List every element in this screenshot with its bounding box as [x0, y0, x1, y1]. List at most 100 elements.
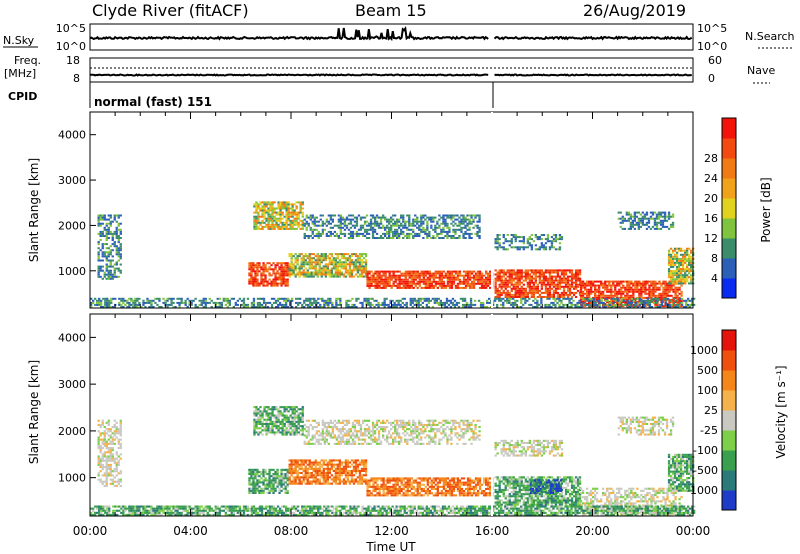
power-echo-cell — [256, 280, 259, 283]
power-echo-cell — [442, 214, 445, 217]
power-echo-cell — [331, 226, 335, 229]
power-echo-cell — [362, 261, 366, 264]
power-echo-cell — [450, 237, 453, 239]
power-echo-cell — [304, 263, 307, 266]
power-echo-cell — [560, 291, 564, 294]
power-echo-cell — [667, 255, 671, 258]
power-echo-cell — [504, 291, 507, 294]
power-echo-cell — [655, 217, 659, 220]
power-colorbar-swatch — [722, 138, 736, 159]
power-echo-cell — [317, 230, 320, 233]
power-echo-cell — [686, 259, 689, 262]
velocity-echo-cell — [252, 473, 255, 476]
power-echo-cell — [130, 297, 133, 300]
power-echo-cell — [324, 257, 328, 260]
power-echo-cell — [334, 261, 338, 264]
velocity-echo-cell — [308, 467, 311, 470]
velocity-echo-cell — [362, 474, 366, 477]
power-echo-cell — [606, 288, 609, 291]
power-echo-cell — [633, 227, 637, 230]
power-echo-cell — [536, 287, 540, 290]
power-echo-cell — [502, 279, 505, 282]
power-echo-cell — [581, 280, 585, 283]
power-echo-cell — [281, 205, 284, 208]
power-echo-cell — [308, 263, 311, 266]
power-echo-cell — [684, 274, 687, 277]
power-echo-cell — [581, 305, 585, 308]
power-echo-cell — [476, 282, 480, 285]
power-echo-cell — [508, 285, 511, 288]
power-echo-cell — [669, 257, 673, 260]
power-echo-cell — [445, 297, 449, 300]
power-echo-cell — [272, 301, 276, 304]
power-echo-cell — [496, 234, 499, 236]
power-echo-cell — [323, 228, 327, 231]
power-echo-cell — [101, 265, 104, 268]
power-echo-cell — [476, 232, 479, 235]
power-echo-cell — [616, 282, 619, 285]
power-echo-cell — [386, 280, 389, 283]
velocity-echo-cell — [296, 478, 299, 481]
power-echo-cell — [242, 306, 246, 308]
velocity-echo-cell — [348, 461, 352, 464]
power-echo-cell — [432, 237, 435, 239]
power-echo-cell — [256, 264, 259, 267]
power-echo-cell — [687, 299, 690, 302]
power-echo-cell — [544, 242, 548, 245]
power-echo-cell — [408, 220, 411, 223]
power-echo-cell — [202, 297, 205, 300]
power-echo-cell — [652, 301, 656, 304]
power-echo-cell — [349, 230, 353, 233]
velocity-echo-cell — [358, 482, 362, 485]
velocity-echo-cell — [342, 482, 346, 485]
power-echo-cell — [97, 224, 100, 227]
power-echo-cell — [283, 306, 286, 308]
power-echo-cell — [398, 235, 401, 237]
power-echo-cell — [621, 217, 624, 220]
power-echo-cell — [659, 211, 663, 214]
power-echo-cell — [646, 292, 649, 295]
power-echo-cell — [642, 303, 646, 306]
power-echo-cell — [352, 267, 356, 270]
power-echo-cell — [103, 251, 106, 254]
power-echo-cell — [275, 225, 278, 228]
power-echo-cell — [669, 255, 673, 258]
power-echo-cell — [502, 273, 505, 276]
power-echo-cell — [302, 263, 305, 266]
power-echo-cell — [368, 282, 371, 285]
power-echo-cell — [315, 232, 318, 235]
power-echo-cell — [440, 274, 444, 277]
power-echo-cell — [634, 288, 637, 291]
power-echo-cell — [318, 261, 321, 264]
power-echo-cell — [291, 227, 294, 230]
power-echo-cell — [324, 269, 328, 272]
power-echo-cell — [674, 306, 678, 308]
power-echo-cell — [574, 279, 578, 282]
power-echo-cell — [478, 220, 481, 223]
power-echo-cell — [644, 301, 648, 304]
velocity-echo-cell — [338, 480, 342, 483]
velocity-echo-cell — [362, 478, 366, 481]
power-echo-cell — [345, 216, 349, 219]
power-echo-cell — [369, 303, 372, 306]
power-echo-cell — [655, 221, 659, 224]
velocity-echo-cell — [360, 474, 364, 477]
power-echo-cell — [680, 303, 684, 306]
power-echo-cell — [420, 222, 423, 225]
power-echo-cell — [301, 213, 304, 216]
velocity-echo-cell — [318, 469, 321, 472]
power-echo-cell — [450, 274, 454, 277]
power-echo-cell — [327, 220, 331, 223]
power-echo-cell — [662, 294, 665, 297]
power-echo-cell — [534, 234, 538, 236]
power-echo-cell — [204, 306, 207, 308]
power-echo-cell — [142, 303, 145, 306]
velocity-echo-cell — [310, 480, 313, 483]
velocity-echo-cell — [272, 487, 275, 490]
power-echo-cell — [313, 228, 316, 231]
power-echo-cell — [570, 281, 574, 284]
power-echo-cell — [117, 253, 120, 256]
power-echo-cell — [461, 299, 465, 302]
power-echo-cell — [554, 271, 558, 274]
power-echo-cell — [394, 232, 397, 235]
